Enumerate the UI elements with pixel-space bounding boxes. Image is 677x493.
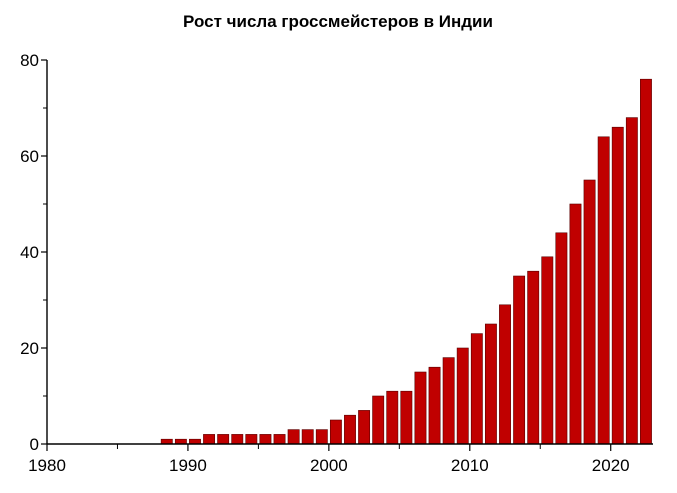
x-tick-label: 2020 bbox=[592, 456, 630, 475]
bar-2006 bbox=[414, 371, 427, 445]
bar-2008 bbox=[442, 357, 455, 445]
bar-2018 bbox=[583, 179, 596, 445]
bar-2002 bbox=[358, 410, 371, 445]
bar-2014 bbox=[527, 270, 540, 445]
bar-2004 bbox=[386, 390, 399, 445]
bar-2016 bbox=[555, 232, 568, 445]
y-tick-label: 0 bbox=[30, 435, 39, 454]
bar-2015 bbox=[541, 256, 554, 445]
bar-2013 bbox=[513, 275, 526, 445]
bar-2009 bbox=[456, 347, 469, 445]
bar-2011 bbox=[484, 323, 497, 445]
bar-2007 bbox=[428, 366, 441, 445]
bar-1990 bbox=[189, 438, 201, 445]
x-tick-label: 1990 bbox=[169, 456, 207, 475]
bars-group bbox=[160, 78, 652, 445]
bar-1993 bbox=[231, 434, 244, 445]
x-tick-label: 1980 bbox=[28, 456, 66, 475]
bar-1996 bbox=[273, 434, 286, 445]
y-tick-label: 60 bbox=[20, 147, 39, 166]
bar-2021 bbox=[625, 117, 638, 445]
bar-2020 bbox=[611, 126, 624, 445]
bar-1999 bbox=[315, 429, 328, 445]
bar-1991 bbox=[203, 434, 215, 445]
bar-2010 bbox=[470, 333, 483, 445]
tick-labels-group: 0 20 40 60 80 1980 1990 2000 2010 2020 bbox=[20, 51, 630, 475]
bar-1998 bbox=[301, 429, 314, 445]
bar-1992 bbox=[217, 434, 230, 445]
y-tick-label: 20 bbox=[20, 339, 39, 358]
chart-title: Рост числа гроссмейстеров в Индии bbox=[183, 12, 493, 31]
bar-2022 bbox=[640, 78, 652, 445]
bar-1989 bbox=[174, 438, 187, 445]
bar-2000 bbox=[329, 419, 342, 445]
axes-group bbox=[41, 59, 653, 451]
bar-2019 bbox=[597, 136, 610, 445]
x-tick-label: 2000 bbox=[310, 456, 348, 475]
y-tick-label: 40 bbox=[20, 243, 39, 262]
y-tick-label: 80 bbox=[20, 51, 39, 70]
bar-2001 bbox=[344, 414, 356, 445]
bar-2003 bbox=[372, 395, 385, 445]
bar-2017 bbox=[569, 203, 582, 445]
bar-1997 bbox=[287, 429, 300, 445]
bar-2012 bbox=[499, 304, 511, 445]
bar-1995 bbox=[259, 434, 272, 445]
bar-1988 bbox=[160, 438, 173, 445]
x-tick-label: 2010 bbox=[451, 456, 489, 475]
bar-2005 bbox=[400, 390, 413, 445]
bar-1994 bbox=[245, 434, 258, 445]
